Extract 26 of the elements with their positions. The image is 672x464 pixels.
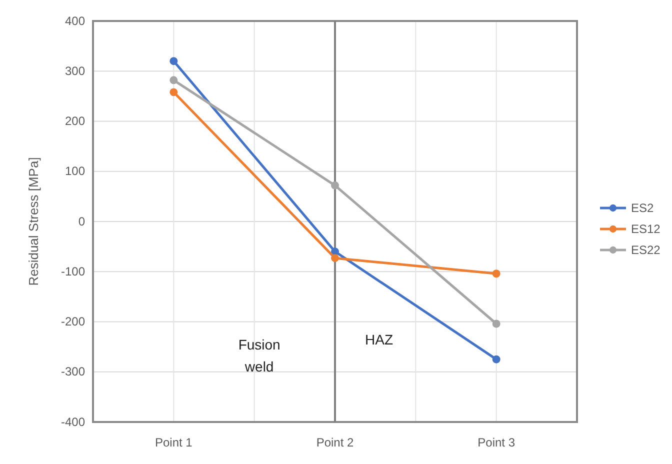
point	[492, 320, 500, 328]
y-tick-label: 200	[64, 114, 86, 128]
point	[331, 181, 339, 190]
y-axis-title: Residual Stress [MPa]	[26, 157, 41, 286]
point	[170, 88, 178, 96]
y-tick-label: -300	[60, 364, 86, 379]
y-tick-label: -100	[60, 264, 86, 278]
legend-label: ES22	[631, 243, 661, 257]
y-tick-label: 0	[78, 214, 86, 228]
point	[170, 57, 178, 66]
y-tick-label: 300	[64, 64, 86, 78]
point	[331, 254, 339, 262]
point	[170, 76, 178, 84]
legend-label: ES12	[631, 222, 661, 236]
x-tick-label: Point 3	[478, 436, 516, 450]
y-tick-label: -400	[60, 414, 86, 429]
point	[492, 355, 500, 364]
y-tick-label: 100	[64, 164, 86, 178]
point	[492, 270, 500, 278]
y-tick-label: 400	[64, 14, 86, 28]
y-tick-label: -200	[60, 314, 86, 329]
legend-label: ES2	[631, 201, 654, 215]
x-tick-label: Point 2	[316, 436, 354, 450]
x-tick-label: Point 1	[154, 436, 193, 450]
annotation: HAZ	[365, 331, 394, 348]
annotation: Fusion weld	[238, 336, 280, 374]
